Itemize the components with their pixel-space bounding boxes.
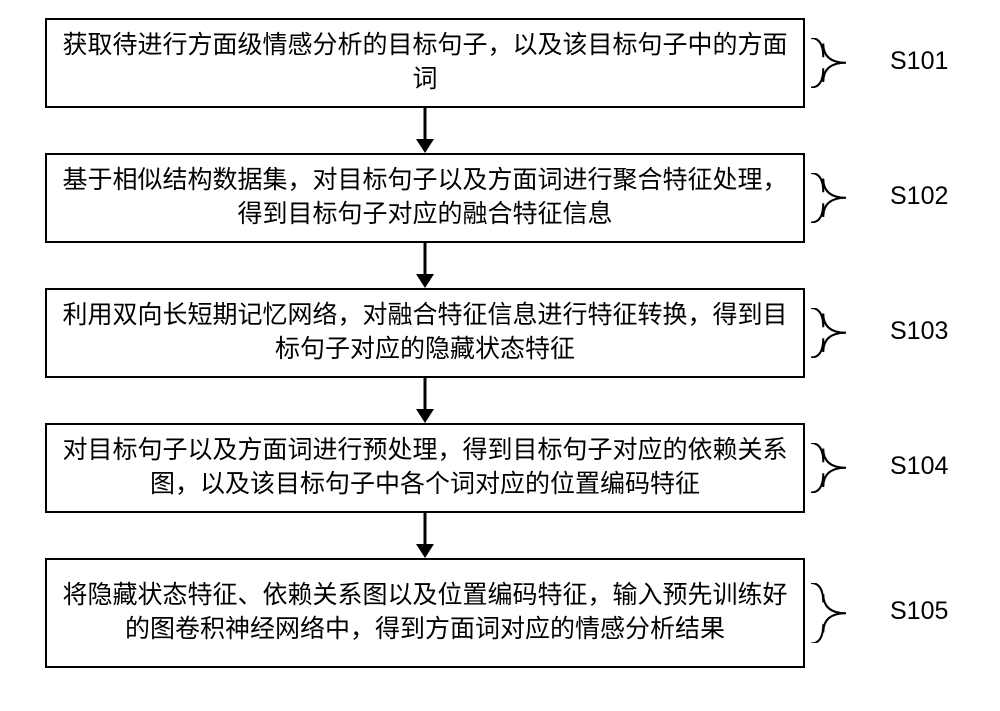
flow-arrow-icon xyxy=(413,513,437,558)
flow-arrow-icon xyxy=(413,108,437,153)
flow-step-text: 将隐藏状态特征、依赖关系图以及位置编码特征，输入预先训练好的图卷积神经网络中，得… xyxy=(57,579,793,647)
flow-step-text: 获取待进行方面级情感分析的目标句子，以及该目标句子中的方面词 xyxy=(57,29,793,97)
flow-step-label: S101 xyxy=(890,47,948,76)
flow-step-text: 对目标句子以及方面词进行预处理，得到目标句子对应的依赖关系图，以及该目标句子中各… xyxy=(57,434,793,502)
flow-step-label: S103 xyxy=(890,317,948,346)
flow-arrow-icon xyxy=(413,243,437,288)
flow-step-label: S102 xyxy=(890,182,948,211)
flow-step-label: S105 xyxy=(890,597,948,626)
flow-arrow-icon xyxy=(413,378,437,423)
flow-step-text: 利用双向长短期记忆网络，对融合特征信息进行特征转换，得到目标句子对应的隐藏状态特… xyxy=(57,299,793,367)
curly-brace-icon xyxy=(811,443,846,493)
flow-step-box: 对目标句子以及方面词进行预处理，得到目标句子对应的依赖关系图，以及该目标句子中各… xyxy=(45,423,805,513)
flow-step-box: 利用双向长短期记忆网络，对融合特征信息进行特征转换，得到目标句子对应的隐藏状态特… xyxy=(45,288,805,378)
flow-step-box: 获取待进行方面级情感分析的目标句子，以及该目标句子中的方面词 xyxy=(45,18,805,108)
flow-step-label: S104 xyxy=(890,452,948,481)
curly-brace-icon xyxy=(811,308,846,358)
curly-brace-icon xyxy=(811,173,846,223)
curly-brace-icon xyxy=(811,38,846,88)
flow-step-text: 基于相似结构数据集，对目标句子以及方面词进行聚合特征处理，得到目标句子对应的融合… xyxy=(57,164,793,232)
flow-step-box: 将隐藏状态特征、依赖关系图以及位置编码特征，输入预先训练好的图卷积神经网络中，得… xyxy=(45,558,805,668)
curly-brace-icon xyxy=(811,583,846,644)
flow-step-box: 基于相似结构数据集，对目标句子以及方面词进行聚合特征处理，得到目标句子对应的融合… xyxy=(45,153,805,243)
